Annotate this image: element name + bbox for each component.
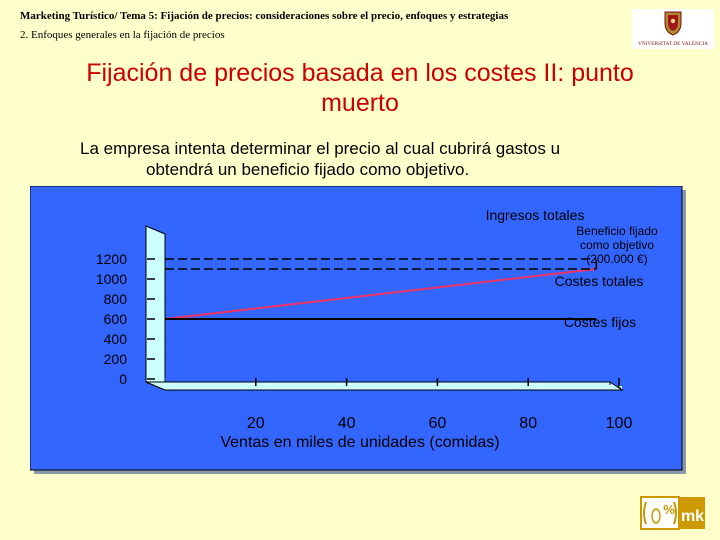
y-tick-label: 400 [104, 331, 128, 347]
header-section: 2. Enfoques generales en la fijación de … [20, 29, 225, 41]
intro-line-2: obtendrá un beneficio fijado como objeti… [146, 160, 470, 179]
annotation-beneficio-line-3: (200.000 €) [586, 252, 647, 266]
header-course-title: Marketing Turístico/ Tema 5: Fijación de… [20, 10, 509, 22]
x-tick-label: 100 [606, 415, 633, 432]
y-tick-label: 200 [104, 351, 128, 367]
annotation-costes-fijos: Costes fijos [564, 314, 636, 330]
annotation-beneficio-line-1: Beneficio fijado [576, 224, 658, 238]
y-tick-label: 600 [104, 311, 128, 327]
annotation-beneficio-line-2: como objetivo [580, 238, 654, 252]
y-tick-label: 0 [119, 371, 127, 387]
annotation-ingresos-totales: Ingresos totales [486, 207, 585, 223]
x-tick-label: 20 [247, 415, 265, 432]
x-tick-label: 40 [338, 415, 356, 432]
slide-title: Fijación de precios basada en los costes… [86, 59, 634, 117]
series-line-0 [164, 218, 620, 380]
svg-text:mk: mk [681, 508, 704, 525]
x-tick-label: 60 [429, 415, 447, 432]
svg-text:VNIVERSITAT DE VALÈNCIA: VNIVERSITAT DE VALÈNCIA [638, 39, 708, 47]
y-tick-label: 800 [104, 291, 128, 307]
x-axis-label: Ventas en miles de unidades (comidas) [220, 434, 499, 451]
break-even-chart: 0 200 400 600 800 1000 1200 20 40 60 80 100 Ventas… [30, 186, 686, 474]
y-tick-label: 1000 [96, 271, 127, 287]
annotation-costes-totales: Costes totales [555, 273, 644, 289]
x-tick-label: 80 [519, 415, 537, 432]
svg-text:%: % [663, 502, 675, 517]
university-logo: VNIVERSITAT DE VALÈNCIA [632, 9, 714, 49]
y-tick-label: 1200 [96, 251, 127, 267]
chart-axes [145, 225, 624, 391]
intro-line-1: La empresa intenta determinar el precio … [80, 139, 561, 158]
mk-logo: % mk [640, 496, 705, 530]
intro-text: La empresa intenta determinar el precio … [80, 138, 700, 180]
series-line-1 [164, 268, 597, 320]
